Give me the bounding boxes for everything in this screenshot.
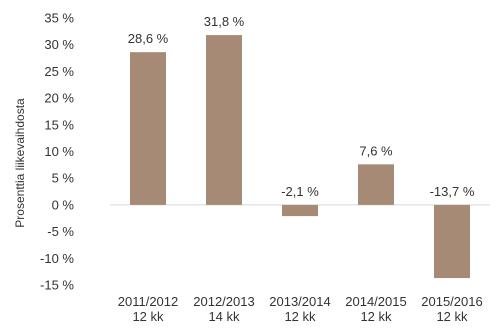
data-label: -2,1 % (281, 184, 319, 199)
bar (282, 204, 318, 217)
y-axis-title: Prosenttia liikevaihdosta (13, 98, 27, 228)
category-label: 2015/2016 (421, 294, 482, 309)
category-label: 12 kk (132, 309, 164, 324)
y-tick-label: -5 % (47, 224, 74, 239)
y-tick-label: 15 % (44, 117, 74, 132)
y-tick-label: 25 % (44, 64, 74, 79)
y-tick-label: 30 % (44, 37, 74, 52)
category-label: 12 kk (284, 309, 316, 324)
category-label: 12 kk (436, 309, 468, 324)
category-label: 14 kk (208, 309, 240, 324)
y-tick-label: 0 % (52, 197, 75, 212)
data-label: 31,8 % (204, 14, 245, 29)
bar (434, 204, 470, 279)
category-label: 12 kk (360, 309, 392, 324)
data-label: -13,7 % (430, 184, 475, 199)
category-label: 2011/2012 (118, 294, 179, 309)
y-tick-label: 5 % (52, 171, 75, 186)
category-label: 2012/2013 (193, 294, 254, 309)
bars-layer (130, 35, 470, 279)
y-tick-label: -10 % (40, 251, 74, 266)
data-label: 7,6 % (359, 143, 393, 158)
bar (130, 52, 166, 205)
bar (206, 35, 242, 205)
data-labels: 28,6 % 31,8 % -2,1 % 7,6 % -13,7 % (128, 14, 475, 199)
data-label: 28,6 % (128, 31, 169, 46)
y-tick-label: 35 % (44, 11, 74, 26)
y-tick-label: 10 % (44, 144, 74, 159)
y-tick-labels: 35 % 30 % 25 % 20 % 15 % 10 % 5 % 0 % -5 % -10 % -… (40, 11, 74, 293)
y-tick-label: -15 % (40, 278, 74, 293)
category-label: 2013/2014 (269, 294, 330, 309)
category-label: 2014/2015 (345, 294, 406, 309)
bar (358, 164, 394, 205)
y-tick-label: 20 % (44, 91, 74, 106)
